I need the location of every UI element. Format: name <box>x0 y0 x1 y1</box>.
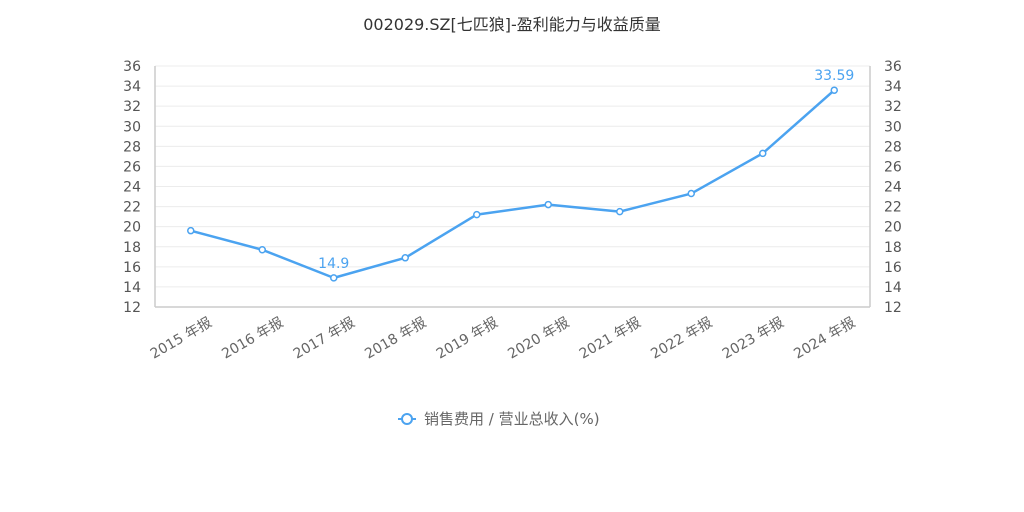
y-tick-left-label: 32 <box>123 99 141 115</box>
y-tick-left-label: 22 <box>123 200 141 216</box>
y-tick-right-label: 22 <box>884 200 902 216</box>
x-tick-label: 2023 年报 <box>720 315 787 363</box>
y-tick-right-label: 16 <box>884 260 902 276</box>
x-axis: 2015 年报 2016 年报 2017 年报 2018 年报 2019 年报 2020 … <box>148 315 858 363</box>
y-tick-left-label: 30 <box>123 119 141 135</box>
y-tick-right-label: 30 <box>884 119 902 135</box>
legend-circle-marker <box>401 413 413 425</box>
y-tick-left-label: 26 <box>123 159 141 175</box>
y-axis-right: 12 14 16 18 20 22 24 26 28 30 32 34 36 <box>884 59 902 316</box>
y-tick-right-label: 32 <box>884 99 902 115</box>
x-tick-label: 2024 年报 <box>791 315 858 363</box>
data-label: 33.59 <box>814 68 854 84</box>
data-point[interactable] <box>330 274 338 282</box>
y-tick-left-label: 34 <box>123 79 141 95</box>
series-group <box>187 86 838 282</box>
data-point[interactable] <box>187 226 195 235</box>
y-tick-right-label: 20 <box>884 220 902 236</box>
x-tick-label: 2020 年报 <box>505 315 572 363</box>
y-tick-left-label: 28 <box>123 139 141 155</box>
data-point[interactable] <box>830 86 838 94</box>
y-tick-left-label: 14 <box>123 280 141 296</box>
x-tick-label: 2016 年报 <box>219 315 286 363</box>
y-tick-right-label: 18 <box>884 240 902 256</box>
y-tick-left-label: 24 <box>123 180 141 196</box>
x-tick-label: 2017 年报 <box>291 315 358 363</box>
grid-lines <box>155 65 870 288</box>
y-tick-right-label: 24 <box>884 180 902 196</box>
chart-title: 002029.SZ[七匹狼]-盈利能力与收益质量 <box>363 15 661 34</box>
data-point[interactable] <box>687 189 695 198</box>
x-tick-label: 2022 年报 <box>648 315 715 363</box>
y-tick-right-label: 26 <box>884 159 902 175</box>
y-tick-right-label: 28 <box>884 139 902 155</box>
y-tick-left-label: 16 <box>123 260 141 276</box>
x-tick-label: 2019 年报 <box>434 315 501 363</box>
x-tick-label: 2021 年报 <box>577 315 644 363</box>
y-tick-right-label: 14 <box>884 280 902 296</box>
data-point[interactable] <box>401 254 409 262</box>
axes <box>154 66 871 308</box>
x-tick-label: 2018 年报 <box>362 315 429 363</box>
y-tick-right-label: 34 <box>884 79 902 95</box>
data-label: 14.9 <box>318 256 349 272</box>
data-point[interactable] <box>616 207 624 216</box>
y-tick-left-label: 18 <box>123 240 141 256</box>
legend-label: 销售费用 / 营业总收入(%) <box>424 410 600 428</box>
y-axis-left: 12 14 16 18 20 22 24 26 28 30 32 34 36 <box>123 59 141 316</box>
y-tick-left-label: 36 <box>123 59 141 75</box>
data-labels: 14.9 33.59 <box>318 68 854 272</box>
y-tick-left-label: 20 <box>123 220 141 236</box>
y-tick-left-label: 12 <box>123 300 141 316</box>
x-tick-label: 2015 年报 <box>148 315 215 363</box>
y-tick-right-label: 12 <box>884 300 902 316</box>
legend[interactable]: 销售费用 / 营业总收入(%) <box>398 410 600 428</box>
data-point[interactable] <box>473 210 481 219</box>
y-tick-right-label: 36 <box>884 59 902 75</box>
data-point[interactable] <box>759 149 767 158</box>
data-point[interactable] <box>544 200 552 209</box>
data-point[interactable] <box>258 246 266 254</box>
series-line <box>190 89 836 280</box>
